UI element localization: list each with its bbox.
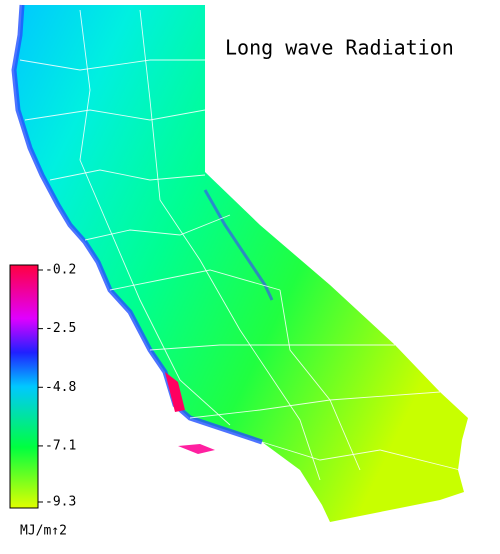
county-line	[79, 9, 231, 426]
county-line	[149, 344, 395, 351]
county-line	[189, 391, 441, 419]
colorbar-tick-label: -2.5	[45, 321, 76, 336]
county-lines	[19, 9, 461, 481]
county-line	[19, 59, 205, 71]
county-line	[279, 289, 361, 471]
county-line	[139, 9, 321, 481]
colorbar-tick-label: -9.3	[45, 495, 76, 510]
island	[178, 444, 215, 454]
colorbar-tick-label: -4.8	[45, 380, 76, 395]
county-line	[24, 109, 206, 121]
coast-hotspot	[165, 372, 185, 412]
county-line	[49, 169, 206, 181]
colorbar	[9, 264, 39, 509]
colorbar-tick-label: -7.1	[45, 438, 76, 453]
colorbar-tick-label: -0.2	[45, 263, 76, 278]
county-line	[109, 269, 281, 291]
colorbar-unit: MJ/m↑2	[20, 524, 67, 539]
sierra-shading	[203, 189, 274, 301]
state-land	[14, 5, 468, 522]
colorbar-ticks: -0.2 -2.5 -4.8 -7.1 -9.3	[38, 263, 76, 510]
county-line	[84, 214, 231, 241]
map-title: Long wave Radiation	[225, 36, 454, 60]
county-line	[261, 441, 461, 471]
